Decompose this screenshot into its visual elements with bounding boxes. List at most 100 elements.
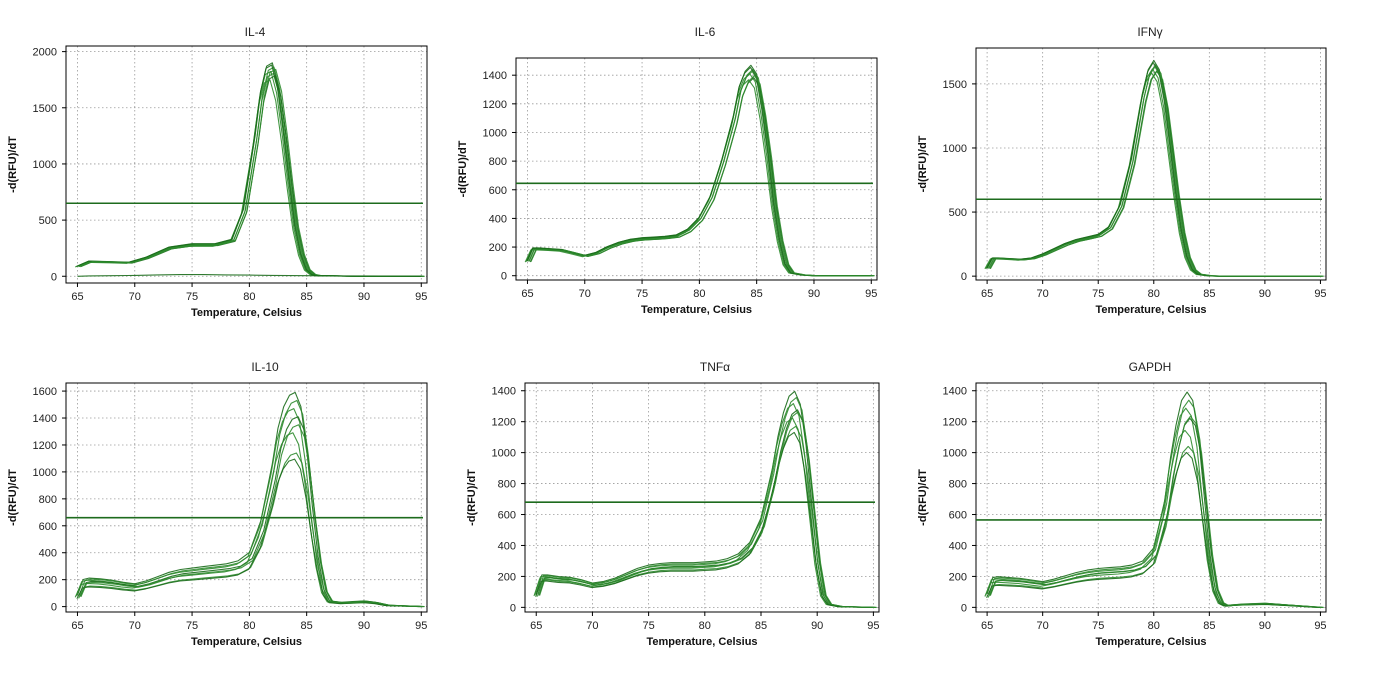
x-tick-label: 80 — [243, 291, 255, 303]
melt-curve-line — [989, 70, 1324, 277]
x-tick-label: 70 — [129, 291, 141, 303]
y-axis-label: -d(RFU)/dT — [917, 135, 929, 192]
melt-curve-line — [76, 458, 421, 608]
y-tick-label: 200 — [498, 571, 516, 583]
y-tick-label: 200 — [39, 575, 57, 587]
chart-panel-ifng: IFNγ 65 70 75 80 85 90 95 0 500 1000 1500 Temperatur… — [900, 0, 1370, 339]
x-axis-label: Temperature, Celsius — [641, 304, 752, 316]
y-tick-label: 1400 — [33, 413, 57, 425]
y-tick-label: 800 — [498, 479, 516, 491]
x-tick-label: 85 — [301, 620, 313, 632]
x-tick-label: 90 — [811, 620, 823, 632]
chart-title: TNFα — [700, 360, 730, 374]
y-tick-label: 1200 — [492, 417, 516, 429]
melt-curve-line — [80, 424, 425, 608]
y-tick-label: 1000 — [943, 143, 967, 155]
x-tick-label: 80 — [1148, 288, 1160, 300]
melt-curve-line — [77, 274, 422, 277]
x-tick-label: 90 — [358, 620, 370, 632]
x-tick-label: 75 — [186, 291, 198, 303]
y-tick-label: 1000 — [33, 467, 57, 479]
curves — [984, 391, 1324, 608]
y-tick-label: 2000 — [33, 47, 57, 59]
x-axis-label: Temperature, Celsius — [191, 307, 302, 319]
melt-curve-line — [76, 64, 421, 277]
x-tick-label: 75 — [186, 620, 198, 632]
chart-svg: GAPDH 65 70 75 80 85 90 95 0 200 400 600 800 1000 1200… — [917, 360, 1327, 648]
x-tick-label: 95 — [1314, 288, 1326, 300]
chart-svg: IL-6 65 70 75 80 85 90 95 0 200 400 600 800 1000 1200 1… — [457, 25, 878, 316]
plot-frame — [65, 382, 428, 613]
melt-curve-line — [80, 68, 425, 277]
plot-frame — [524, 382, 880, 613]
y-tick-label: 1000 — [33, 159, 57, 171]
melt-curve-line — [986, 61, 1320, 277]
y-tick-label: 800 — [949, 479, 967, 491]
melt-curve-line — [539, 411, 877, 608]
x-tick-label: 65 — [71, 291, 83, 303]
y-tick-label: 1400 — [483, 70, 507, 82]
y-tick-label: 1200 — [943, 417, 967, 429]
y-tick-label: 0 — [961, 271, 967, 283]
curves — [984, 59, 1324, 277]
x-tick-label: 70 — [129, 620, 141, 632]
x-tick-label: 95 — [415, 291, 427, 303]
x-tick-label: 95 — [415, 620, 427, 632]
x-tick-label: 95 — [1314, 620, 1326, 632]
plot-frame — [65, 45, 428, 284]
y-tick-label: 400 — [498, 540, 516, 552]
chart-title: GAPDH — [1129, 360, 1172, 374]
chart-panel-il4: IL-4 65 70 75 80 85 90 95 0 500 1000 1500 2000 Temper… — [0, 0, 460, 339]
y-axis-label: -d(RFU)/dT — [466, 469, 478, 526]
chart-title: IFNγ — [1137, 25, 1162, 39]
y-tick-label: 600 — [498, 510, 516, 522]
x-tick-label: 85 — [1203, 620, 1215, 632]
chart-panel-tnfa: TNFα 65 70 75 80 85 90 95 0 200 400 600 800 1000 1200 1… — [455, 339, 915, 678]
melt-curve-line — [535, 431, 873, 608]
y-tick-label: 1200 — [483, 99, 507, 111]
y-axis-label: -d(RFU)/dT — [457, 140, 469, 197]
x-tick-label: 65 — [981, 288, 993, 300]
x-tick-label: 65 — [530, 620, 542, 632]
x-tick-label: 75 — [636, 288, 648, 300]
y-tick-label: 800 — [489, 156, 507, 168]
chart-svg: IL-4 65 70 75 80 85 90 95 0 500 1000 1500 2000 Temper… — [7, 25, 428, 319]
chart-svg: TNFα 65 70 75 80 85 90 95 0 200 400 600 800 1000 1200 1… — [466, 360, 880, 648]
chart-panel-il10: IL-10 65 70 75 80 85 90 95 0 200 400 600 800 1000 1200… — [0, 339, 460, 678]
x-tick-label: 65 — [71, 620, 83, 632]
x-tick-label: 70 — [1037, 620, 1049, 632]
chart-svg: IL-10 65 70 75 80 85 90 95 0 200 400 600 800 1000 1200… — [7, 360, 428, 648]
melt-curve-line — [987, 445, 1322, 608]
y-tick-label: 500 — [39, 215, 57, 227]
y-tick-label: 0 — [51, 602, 57, 614]
x-tick-label: 75 — [1092, 288, 1104, 300]
x-tick-label: 65 — [981, 620, 993, 632]
x-tick-label: 75 — [642, 620, 654, 632]
chart-panel-gapdh: GAPDH 65 70 75 80 85 90 95 0 200 400 600 800 1000 1200… — [900, 339, 1370, 678]
x-tick-label: 95 — [867, 620, 879, 632]
melt-curve-line — [530, 75, 875, 277]
y-tick-label: 1000 — [492, 448, 516, 460]
melt-curve-line — [524, 79, 869, 277]
x-tick-label: 65 — [521, 288, 533, 300]
y-axis-label: -d(RFU)/dT — [917, 469, 929, 526]
y-tick-label: 600 — [489, 185, 507, 197]
y-tick-label: 1400 — [943, 386, 967, 398]
plot-frame — [975, 47, 1327, 281]
y-axis-label: -d(RFU)/dT — [7, 136, 19, 193]
y-tick-label: 1500 — [943, 79, 967, 91]
y-axis-label: -d(RFU)/dT — [7, 469, 19, 526]
x-tick-label: 80 — [1148, 620, 1160, 632]
y-tick-label: 0 — [501, 271, 507, 283]
x-tick-label: 75 — [1092, 620, 1104, 632]
x-tick-label: 90 — [358, 291, 370, 303]
x-tick-label: 70 — [586, 620, 598, 632]
plot-frame — [515, 57, 878, 281]
y-tick-label: 1600 — [33, 386, 57, 398]
x-tick-label: 95 — [865, 288, 877, 300]
y-tick-label: 800 — [39, 494, 57, 506]
chart-title: IL-4 — [245, 25, 266, 39]
y-tick-label: 0 — [510, 602, 516, 614]
grid — [516, 58, 877, 280]
x-tick-label: 85 — [755, 620, 767, 632]
